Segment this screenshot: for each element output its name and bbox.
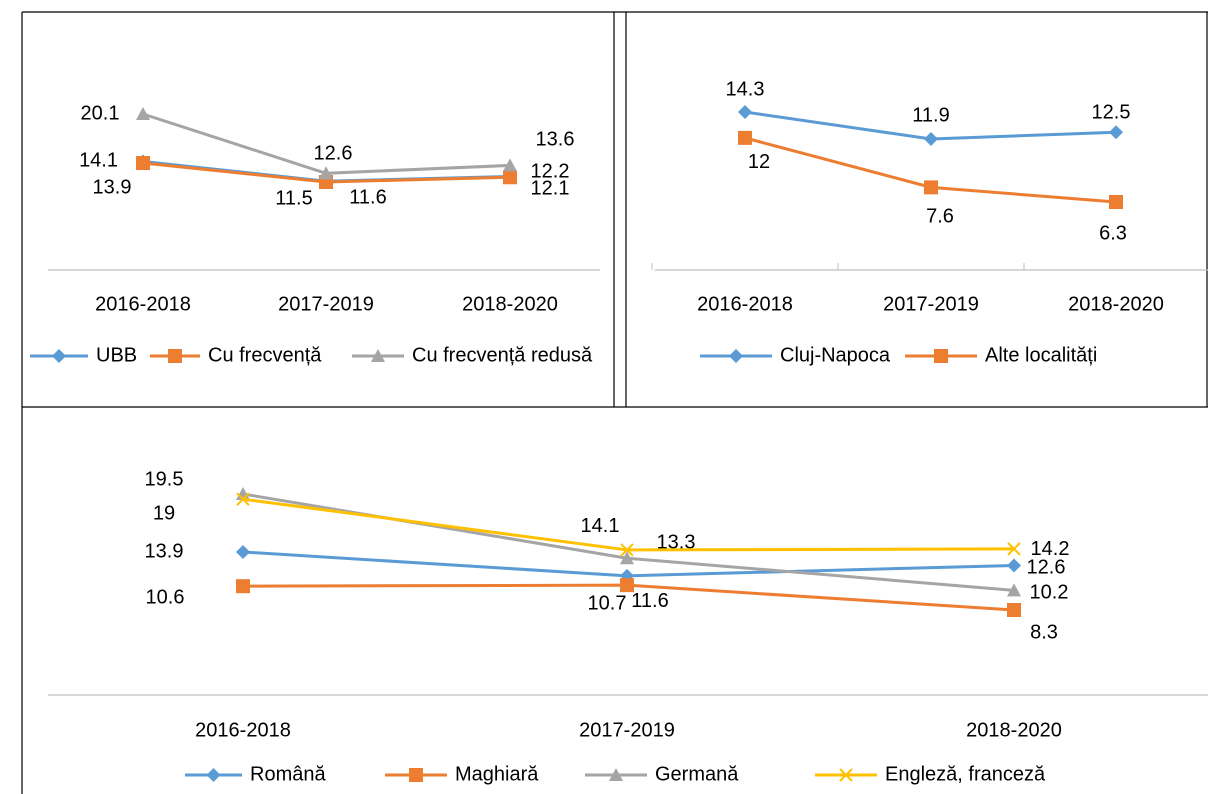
- marker: [319, 166, 333, 180]
- data-label: 12.1: [531, 178, 570, 200]
- data-label: 10.2: [1030, 582, 1069, 604]
- marker: [620, 543, 634, 557]
- marker: [620, 578, 634, 593]
- data-label: 14.3: [726, 78, 765, 100]
- marker: [738, 105, 752, 119]
- marker: [1007, 542, 1021, 556]
- marker: [1007, 558, 1021, 573]
- marker: [839, 768, 853, 782]
- legend-label: Maghiară: [455, 763, 539, 785]
- marker: [620, 551, 634, 565]
- x-tick-label: 2017-2019: [278, 293, 374, 315]
- data-label: 20.1: [81, 102, 120, 124]
- data-label: 14.1: [79, 150, 118, 172]
- data-label: 11.6: [631, 590, 668, 612]
- data-label: 13.3: [657, 531, 696, 553]
- legend-label: Engleză, franceză: [885, 763, 1046, 785]
- marker: [738, 130, 752, 145]
- x-tick-label: 2018-2020: [1068, 293, 1164, 315]
- data-label: 10.7: [588, 592, 627, 614]
- series-line: [242, 497, 1015, 552]
- legend-label: UBB: [96, 344, 137, 366]
- marker: [1007, 583, 1021, 597]
- data-label: 14.1: [581, 515, 620, 537]
- data-label: 13.9: [145, 540, 184, 562]
- marker: [236, 579, 250, 594]
- data-label: 12.6: [1027, 557, 1066, 579]
- data-label: 12.2: [531, 161, 570, 183]
- legend-label: Germană: [655, 763, 739, 785]
- marker: [206, 768, 221, 782]
- data-label: 19: [153, 502, 175, 524]
- data-label: 12.5: [1092, 102, 1131, 124]
- chart: 2016-2018 2017-2019 2018-2020 14.1 11.6 12.2 U…: [30, 102, 600, 366]
- legend-label: Cu frecvență: [208, 344, 322, 366]
- data-label: 8.3: [1030, 621, 1058, 643]
- marker: [729, 349, 743, 363]
- marker: [236, 492, 250, 506]
- marker: [371, 349, 385, 362]
- marker: [1109, 125, 1123, 140]
- data-label: 13.9: [93, 176, 132, 198]
- x-tick-label: 2016-2018: [95, 293, 191, 315]
- legend-label: Cluj-Napoca: [780, 344, 891, 366]
- marker: [409, 768, 423, 782]
- data-label: 12: [748, 151, 770, 173]
- data-label: 10.6: [146, 586, 185, 608]
- x-tick-label: 2018-2020: [462, 293, 558, 315]
- data-label: 14.2: [1031, 538, 1070, 560]
- x-tick-label: 2018-2020: [966, 719, 1062, 741]
- data-label: 11.6: [349, 186, 386, 208]
- marker: [609, 768, 623, 781]
- marker: [924, 132, 938, 146]
- marker: [168, 349, 182, 363]
- marker: [1007, 603, 1021, 617]
- x-tick-label: 2017-2019: [579, 719, 675, 741]
- x-tick-label: 2017-2019: [883, 293, 979, 315]
- x-tick-label: 2016-2018: [195, 719, 291, 741]
- legend-label: Cu frecvență redusă: [412, 344, 593, 366]
- chart: 2016-2018 2017-2019 2018-2020 13.9 11.6 12.6 R…: [48, 468, 1208, 785]
- data-label: 7.6: [926, 206, 954, 228]
- marker: [503, 158, 517, 172]
- chart: 2016-2018 2017-2019 2018-2020 14.3 11.9 12.5 C…: [651, 78, 1208, 366]
- marker: [924, 180, 938, 195]
- data-label: 11.9: [912, 104, 949, 126]
- marker: [136, 107, 150, 120]
- marker: [1109, 195, 1123, 209]
- legend-label: Alte localități: [985, 344, 1097, 366]
- x-tick-label: 2016-2018: [697, 293, 793, 315]
- data-label: 11.5: [275, 187, 312, 209]
- marker: [236, 545, 250, 559]
- data-label: 19.5: [145, 468, 184, 490]
- legend-label: Română: [250, 763, 326, 785]
- marker: [503, 170, 517, 185]
- marker: [52, 349, 66, 363]
- marker: [934, 349, 948, 363]
- marker: [136, 156, 150, 171]
- data-label: 6.3: [1099, 222, 1127, 244]
- data-label: 12.6: [314, 143, 353, 165]
- data-label: 13.6: [536, 129, 575, 151]
